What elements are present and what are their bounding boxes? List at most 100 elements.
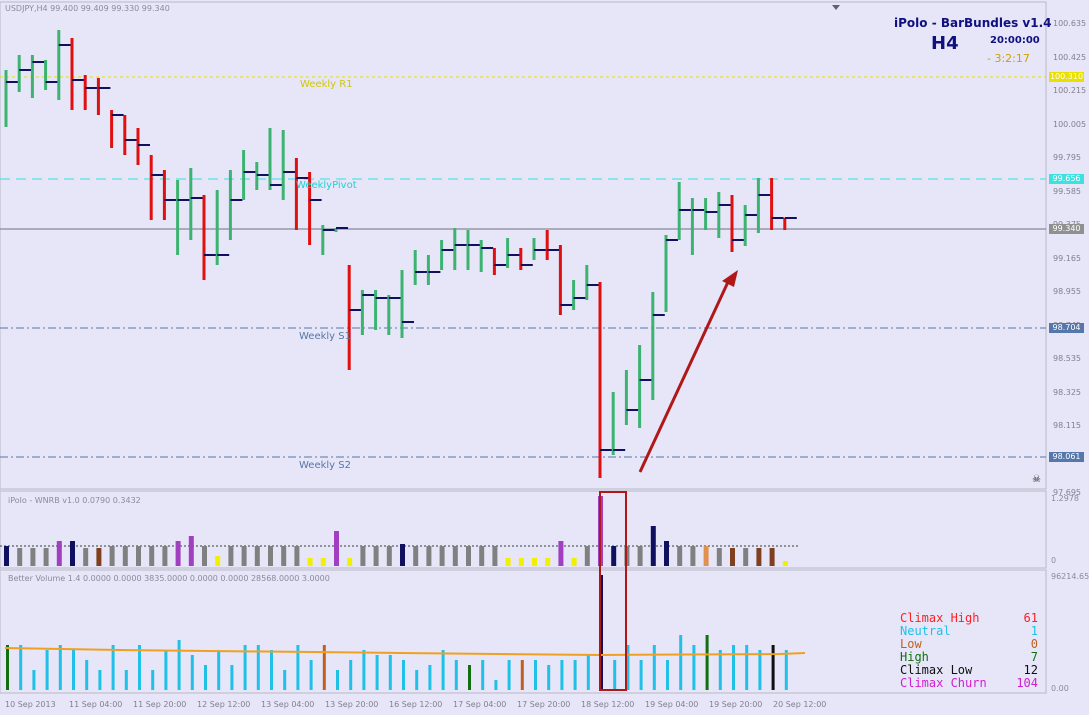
legend-label: Climax Churn <box>900 676 987 690</box>
wnrb-bar <box>611 546 617 566</box>
time-axis-tick: 17 Sep 04:00 <box>453 700 507 709</box>
wnrb-bar <box>281 546 287 566</box>
wnrb-bar <box>730 548 735 566</box>
legend-label: Climax High <box>900 611 980 625</box>
pivot-price-tag: 99.656 <box>1049 174 1084 184</box>
wnrb-bar <box>320 558 326 566</box>
volume-bar <box>58 645 62 690</box>
wnrb-bar <box>452 546 458 566</box>
volume-bar <box>322 645 326 690</box>
trend-arrow-head <box>722 270 738 287</box>
volume-bar <box>270 650 273 690</box>
volume-bar <box>309 660 313 690</box>
price-axis-tick: 98.115 <box>1053 421 1081 430</box>
volume-bar <box>520 660 524 690</box>
wnrb-bar <box>17 548 23 566</box>
wnrb-bar <box>650 526 656 566</box>
wnrb-bar <box>558 541 564 566</box>
highlight-box <box>599 491 627 691</box>
volume-bar <box>494 680 498 690</box>
volume-bar <box>72 650 75 690</box>
volume-bar <box>243 645 247 690</box>
wnrb-bar <box>505 558 511 566</box>
legend-value: 1 <box>1030 624 1038 638</box>
wnrb-bar <box>690 546 696 566</box>
price-axis-tick: 99.795 <box>1053 153 1081 162</box>
legend-value: 104 <box>1016 676 1038 690</box>
legend-label: Climax Low <box>900 663 973 677</box>
volume-bar <box>415 670 419 690</box>
wnrb-bar <box>4 546 9 566</box>
volume-bar <box>613 660 617 690</box>
volume-average-line <box>4 647 806 657</box>
volume-bar <box>586 655 590 690</box>
wnrb-bar <box>492 546 498 566</box>
volume-bar <box>190 655 194 690</box>
chart-shift-icon[interactable] <box>832 5 840 10</box>
volume-bar <box>283 670 287 690</box>
wnrb-bar <box>307 558 313 566</box>
wnrb-bar <box>70 541 75 566</box>
time-axis-tick: 17 Sep 20:00 <box>517 700 571 709</box>
weekly-s1-label: Weekly S1 <box>299 331 351 342</box>
volume-bar <box>679 635 683 690</box>
volume-bar <box>151 670 155 690</box>
volume-bar <box>705 635 709 690</box>
s1-price-tag: 98.704 <box>1049 323 1084 333</box>
price-axis-tick: 98.535 <box>1053 354 1081 363</box>
volume-bar <box>771 645 775 690</box>
volume-bar <box>349 660 353 690</box>
wnrb-bar <box>545 558 551 566</box>
wnrb-bar <box>637 546 643 566</box>
wnrb-bar <box>254 546 260 566</box>
main-chart-panel <box>0 1 1047 490</box>
wnrb-bar <box>782 561 788 566</box>
legend-value: 12 <box>1023 663 1038 677</box>
current-price-tag: 99.340 <box>1049 224 1084 234</box>
volume-bar <box>573 660 577 690</box>
volume-bar <box>177 640 181 690</box>
time-axis-tick: 13 Sep 04:00 <box>261 700 315 709</box>
trend-arrow-line <box>638 281 730 473</box>
wnrb-bar <box>756 548 762 566</box>
legend-value: 61 <box>1023 611 1038 625</box>
wnrb-bar <box>466 546 471 566</box>
wnrb-bar <box>584 546 590 566</box>
wnrb-bar <box>294 546 300 566</box>
wnrb-bar <box>268 546 273 566</box>
volume-bar <box>718 650 722 690</box>
wnrb-bar <box>518 558 524 566</box>
volume-bar <box>217 650 221 690</box>
legend-row: High 7 <box>900 651 1038 664</box>
weekly-s2-label: Weekly S2 <box>299 460 351 471</box>
volume-bar <box>256 645 260 690</box>
wnrb-bar <box>241 546 247 566</box>
volume-bar <box>138 645 141 690</box>
wnrb-bar <box>136 546 141 566</box>
wnrb-bar <box>439 546 445 566</box>
legend-row: Climax High 61 <box>900 612 1038 625</box>
volume-bar <box>336 670 339 690</box>
wnrb-bar <box>122 546 128 566</box>
volume-title: Better Volume 1.4 0.0000 0.0000 3835.000… <box>8 574 330 583</box>
time-axis-tick: 19 Sep 04:00 <box>645 700 699 709</box>
weekly-pivot-label: WeeklyPivot <box>296 180 357 191</box>
r1-price-tag: 100.310 <box>1049 72 1084 82</box>
time-axis-tick: 12 Sep 12:00 <box>197 700 251 709</box>
time-axis-tick: 20 Sep 12:00 <box>773 700 827 709</box>
price-axis-tick: 100.215 <box>1053 86 1087 95</box>
wnrb-bar <box>56 541 62 566</box>
price-axis-tick: 98.955 <box>1053 287 1081 296</box>
wnrb-zero: 0 <box>1051 556 1057 565</box>
volume-bar <box>758 650 762 690</box>
legend-row: Low 0 <box>900 638 1038 651</box>
timeframe-label: H4 <box>931 33 959 54</box>
time-axis-tick: 18 Sep 12:00 <box>581 700 635 709</box>
wnrb-bar <box>347 558 353 566</box>
volume-max: 96214.65 <box>1051 572 1089 581</box>
legend-label: High <box>900 650 929 664</box>
price-axis-tick: 100.635 <box>1053 19 1087 28</box>
wnrb-bar <box>703 546 709 566</box>
wnrb-bar <box>188 536 194 566</box>
